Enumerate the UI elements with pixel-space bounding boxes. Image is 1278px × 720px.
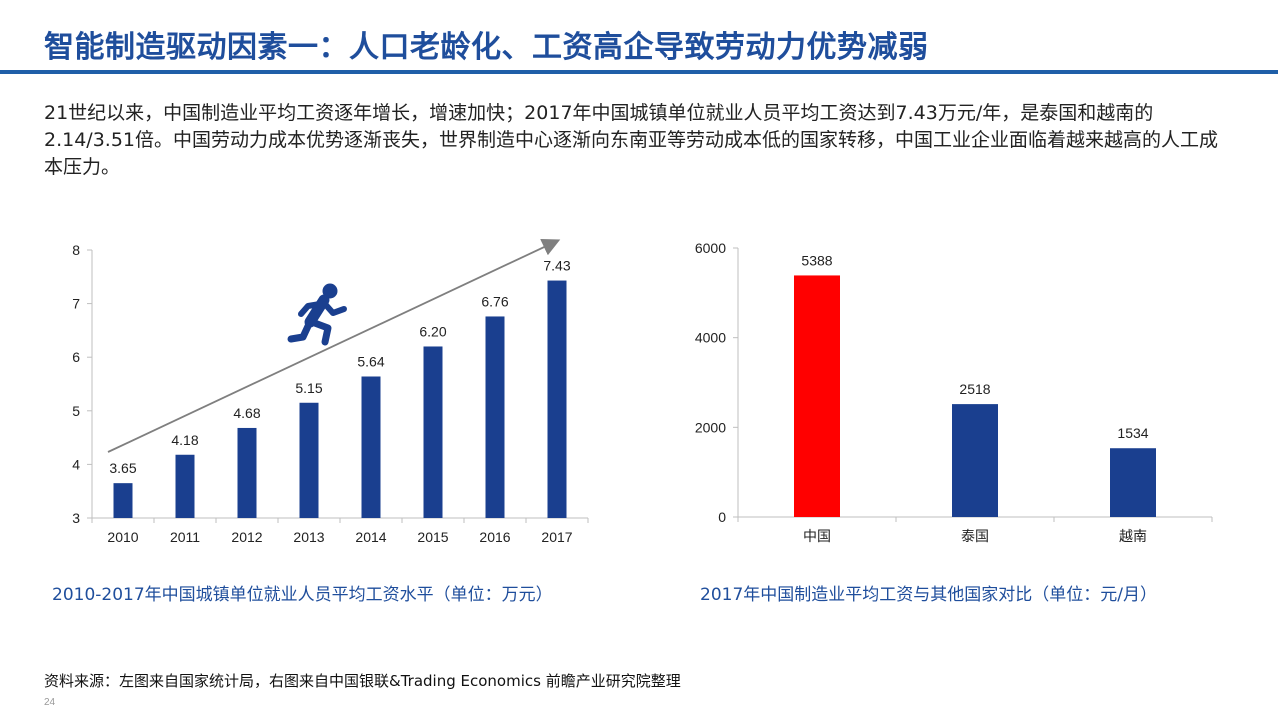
- y-tick-label: 3: [72, 510, 80, 526]
- y-tick-label: 6000: [695, 240, 726, 256]
- runner-front-arm: [322, 301, 347, 316]
- bar: [113, 483, 133, 518]
- runner-back-arm: [298, 301, 323, 317]
- data-label: 3.65: [109, 460, 136, 476]
- runner-front-leg: [308, 318, 332, 346]
- wage-trend-chart: 3 4 5 6 7 8 3.65 2010 4.18 2011 4.68 2012 5.15 2013 5.…: [72, 238, 589, 545]
- y-tick-label: 0: [718, 509, 726, 525]
- trend-arrow-icon: [107, 238, 561, 453]
- running-man-icon: [287, 283, 347, 346]
- bar: [952, 404, 998, 517]
- x-tick-label: 2014: [355, 529, 386, 545]
- y-tick-label: 2000: [695, 419, 726, 435]
- bar: [299, 402, 319, 518]
- x-tick-label: 泰国: [961, 528, 989, 544]
- bar: [547, 280, 567, 518]
- x-tick-label: 2016: [479, 529, 510, 545]
- bar: [237, 427, 257, 518]
- y-tick-label: 6: [72, 349, 80, 365]
- x-tick-label: 2015: [417, 529, 448, 545]
- x-tick-label: 中国: [803, 528, 831, 544]
- data-label: 6.76: [481, 293, 508, 309]
- x-tick-label: 2012: [231, 529, 262, 545]
- intro-paragraph: 21世纪以来，中国制造业平均工资逐年增长，增速加快；2017年中国城镇单位就业人…: [44, 102, 1219, 178]
- bar: [794, 275, 840, 517]
- bar: [423, 346, 443, 518]
- y-tick-label: 7: [72, 296, 80, 312]
- bar: [175, 454, 195, 518]
- left-chart-caption: 2010-2017年中国城镇单位就业人员平均工资水平（单位：万元）: [52, 585, 553, 605]
- x-tick-label: 2017: [541, 529, 572, 545]
- data-label: 2518: [959, 381, 990, 397]
- y-tick-label: 8: [72, 242, 80, 258]
- data-label: 6.20: [419, 323, 446, 339]
- data-label: 1534: [1117, 425, 1148, 441]
- title-divider: [0, 70, 1278, 74]
- bar: [485, 316, 505, 518]
- data-label: 5388: [801, 252, 832, 268]
- x-tick-label: 2013: [293, 529, 324, 545]
- data-label: 5.64: [357, 353, 384, 369]
- slide-title: 智能制造驱动因素一：人口老龄化、工资高企导致劳动力优势减弱: [44, 30, 929, 65]
- bar: [361, 376, 381, 518]
- runner-back-leg: [287, 320, 313, 343]
- x-tick-label: 2011: [170, 529, 200, 545]
- data-label: 5.15: [295, 380, 322, 396]
- data-label: 4.68: [233, 405, 260, 421]
- page-number: 24: [44, 697, 56, 708]
- y-tick-label: 4000: [695, 330, 726, 346]
- x-tick-label: 2010: [107, 529, 138, 545]
- y-tick-label: 5: [72, 403, 80, 419]
- right-chart-caption: 2017年中国制造业平均工资与其他国家对比（单位：元/月）: [700, 585, 1157, 605]
- bar: [1110, 448, 1156, 517]
- wage-comparison-chart: 0 2000 4000 6000 5388 中国 2518 泰国 1534 越南: [695, 240, 1213, 544]
- data-label: 7.43: [543, 258, 570, 274]
- y-tick-label: 4: [72, 456, 80, 472]
- data-label: 4.18: [171, 432, 198, 448]
- x-tick-label: 越南: [1119, 528, 1147, 544]
- source-note: 资料来源：左图来自国家统计局，右图来自中国银联&Trading Economic…: [44, 672, 681, 690]
- runner-head: [322, 283, 338, 299]
